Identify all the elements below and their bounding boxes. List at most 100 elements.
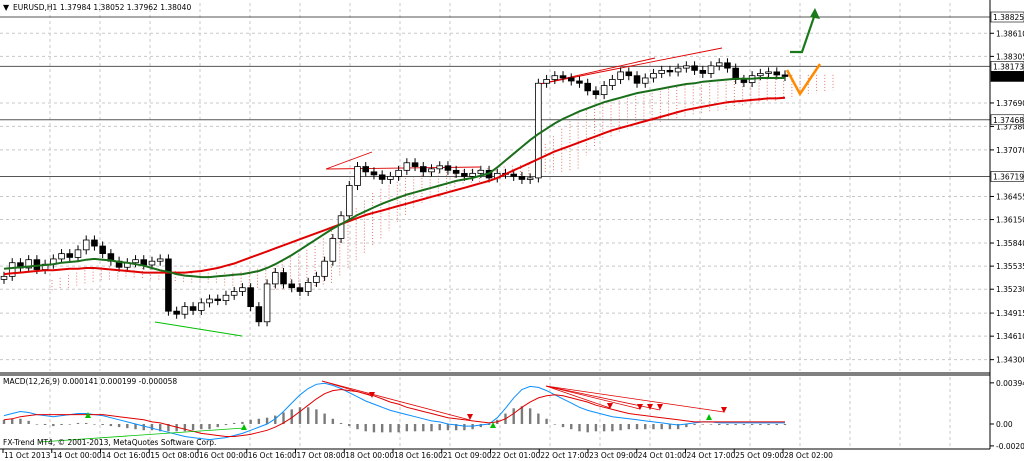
candle-body	[25, 259, 32, 269]
candle-body	[354, 166, 361, 186]
candle-body	[419, 166, 427, 173]
divergence-line	[545, 385, 725, 413]
candle-body	[461, 172, 468, 177]
macd-hist-bar	[545, 418, 548, 424]
macd-hist-bar	[306, 407, 310, 424]
macd-hist-bar	[315, 409, 318, 424]
level-label: 1.38173	[993, 62, 1024, 71]
macd-hist-bar	[430, 423, 433, 432]
macd-header: MACD(12,26,9) 0.000141 0.000199 -0.00005…	[3, 377, 177, 386]
level-label-box	[990, 71, 1024, 82]
macd-hist-bar	[759, 423, 762, 426]
up-arrowhead-icon	[810, 8, 820, 19]
level-label: 1.38040	[993, 72, 1024, 81]
candle-body	[156, 258, 164, 262]
price-tick-label: 1.34300	[996, 356, 1024, 365]
candle-body	[592, 90, 600, 96]
price-tick-label: 1.35230	[996, 285, 1024, 294]
level-label: 1.38825	[993, 13, 1024, 22]
macd-hist-bar	[208, 423, 211, 430]
candle-body	[148, 260, 156, 266]
time-tick-label: 28 Oct 02:00	[784, 451, 833, 460]
time-tick-label: 18 Oct 16:00	[394, 451, 443, 460]
candle-body	[740, 79, 748, 83]
macd-hist-bar	[644, 423, 647, 430]
orange-v-mark	[785, 63, 822, 97]
macd-hist-bar	[85, 422, 88, 424]
macd-divergence-lines	[39, 380, 725, 443]
candle-body	[444, 165, 452, 171]
symbol-label: EURUSD,H1	[13, 3, 57, 12]
macd-hist-bar	[594, 423, 598, 432]
candle-body	[707, 65, 715, 74]
price-tick-label: 1.38610	[996, 29, 1024, 38]
macd-hist-bar	[19, 418, 22, 424]
candle-body	[641, 77, 649, 84]
candle-body	[214, 298, 222, 301]
time-axis: 11 Oct 2013 14 Oct 00:00 14 Oct 16:00 15 Oc…	[2, 449, 833, 460]
macd-hist-bar	[27, 420, 30, 424]
macd-axis: 0.00394 0.00 -0.002099	[990, 379, 1024, 451]
macd-hist-bar	[413, 423, 417, 432]
macd-hist-bar	[339, 422, 343, 424]
ohlc-values: 1.37984 1.38052 1.37962 1.38040	[60, 3, 191, 12]
candle-body	[91, 239, 98, 247]
level-label: 1.36719	[993, 172, 1024, 181]
candle-body	[625, 71, 633, 77]
candle-body	[526, 177, 534, 180]
down-arrow-icon	[721, 407, 727, 413]
trend-lines	[154, 47, 723, 337]
macd-signal-line	[3, 388, 785, 437]
candle-body	[8, 262, 16, 277]
candle-body	[288, 283, 296, 289]
candle-body	[658, 69, 665, 74]
candle-body	[395, 169, 402, 177]
candle-body	[321, 260, 328, 277]
time-tick-label: 18 Oct 00:00	[345, 451, 394, 460]
macd-hist-bar	[257, 418, 261, 424]
candle-body	[617, 71, 624, 80]
macd-hist-bar	[249, 419, 252, 424]
macd-hist-bar	[454, 423, 458, 431]
macd-hist-bar	[742, 423, 746, 426]
divergence-line	[545, 385, 641, 410]
macd-hist-bar	[487, 423, 491, 426]
trendline	[539, 57, 656, 85]
candle-body	[165, 258, 172, 312]
up-arrow-icon	[790, 13, 817, 54]
down-arrow-icon	[647, 404, 653, 410]
macd-hist-bar	[627, 423, 630, 430]
down-arrow-icon	[607, 403, 613, 409]
up-arrow-icon	[241, 424, 247, 430]
candle-body	[189, 306, 197, 311]
price-tick-label: 1.37070	[996, 146, 1024, 155]
candle-body	[296, 287, 304, 292]
candle-body	[346, 185, 353, 217]
candle-body	[411, 162, 419, 167]
macd-hist-bar	[191, 423, 195, 431]
candle-body	[247, 287, 254, 308]
price-tick-label: 1.35535	[996, 262, 1024, 271]
macd-hist-bar	[479, 423, 483, 428]
macd-hist-bar	[2, 419, 6, 424]
macd-hist-bar	[397, 423, 400, 433]
candle-body	[674, 67, 682, 73]
macd-hist-bar	[561, 423, 565, 428]
candle-body	[272, 272, 279, 285]
candle-body	[255, 306, 263, 323]
time-tick-label: 11 Oct 2013	[4, 451, 51, 460]
macd-hist-bar	[570, 423, 573, 430]
down-arrow-icon	[369, 392, 375, 398]
macd-hist-bar	[767, 423, 770, 426]
macd-hist-bar	[35, 423, 39, 425]
candle-body	[140, 259, 148, 266]
candle-body	[436, 165, 443, 170]
candle-body	[378, 174, 386, 180]
macd-hist-bar	[323, 413, 326, 424]
price-tick-label: 1.36455	[996, 192, 1024, 201]
candle-body	[304, 282, 312, 292]
macd-tick-label: 0.00	[996, 420, 1013, 429]
candle-body	[337, 215, 345, 239]
macd-hist-bar	[348, 423, 351, 427]
